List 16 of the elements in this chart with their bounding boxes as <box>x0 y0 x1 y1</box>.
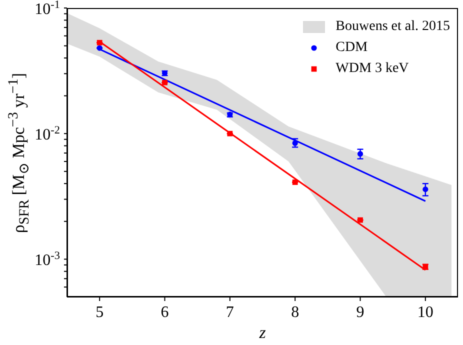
point <box>422 186 428 192</box>
x-tick-label: 6 <box>160 304 169 321</box>
y-tick-label: 10$^{-1}$ <box>34 0 60 18</box>
legend-label: CDM <box>336 39 368 57</box>
x-tick-label: 8 <box>291 304 300 321</box>
y-tick-label: 10$^{-3}$ <box>34 250 60 270</box>
legend-label: Bouwens et al. 2015 <box>336 18 450 36</box>
x-tick-label: 7 <box>226 304 234 321</box>
x-tick-label: 9 <box>356 304 364 321</box>
x-tick-label: 5 <box>96 304 104 321</box>
point <box>357 151 364 157</box>
point <box>227 130 233 136</box>
x-tick-label: 10 <box>417 304 434 321</box>
y-tick-label: 10$^{-2}$ <box>34 124 60 144</box>
x-axis-title: z <box>258 323 267 343</box>
legend-label: WDM 3 keV <box>336 60 409 78</box>
